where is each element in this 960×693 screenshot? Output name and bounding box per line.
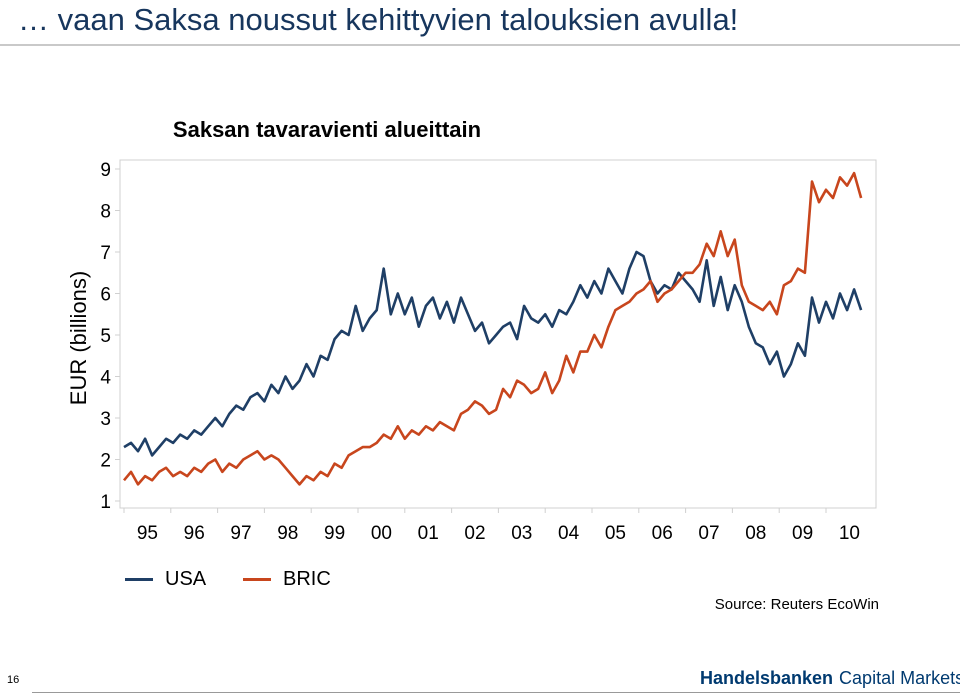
y-tick-label: 9: [100, 160, 111, 181]
y-tick-group: 1 2 3 4 5 6 7 8 9: [100, 160, 120, 513]
x-tick-label: 03: [511, 523, 532, 544]
x-tick-label: 10: [839, 523, 860, 544]
y-tick-label: 1: [100, 492, 111, 513]
y-tick-label: 4: [100, 368, 111, 389]
y-tick-label: 6: [100, 285, 111, 306]
x-tick-label: 06: [652, 523, 673, 544]
x-tick-label: 07: [698, 523, 719, 544]
x-tick-label: 97: [230, 523, 251, 544]
source-note: Source: Reuters EcoWin: [714, 596, 879, 613]
x-tick-label: 00: [371, 523, 392, 544]
x-tick-label: 98: [277, 523, 298, 544]
x-tick-label: 99: [324, 523, 345, 544]
y-tick-label: 3: [100, 409, 111, 430]
x-tick-label: 04: [558, 523, 580, 544]
chart-title: Saksan tavaravienti alueittain: [173, 117, 481, 142]
legend-swatch-usa: [125, 578, 153, 581]
legend-swatch-bric: [243, 578, 271, 581]
series-group: [123, 171, 863, 486]
chart: Saksan tavaravienti alueittain EUR (bill…: [66, 117, 877, 544]
series-line-usa: [123, 250, 863, 457]
logo-brand: Handelsbanken: [700, 668, 834, 688]
x-tick-label: 05: [605, 523, 626, 544]
y-tick-label: 2: [100, 451, 111, 472]
legend-label-usa: USA: [165, 568, 207, 590]
x-tick-label: 09: [792, 523, 813, 544]
legend-label-bric: BRIC: [283, 568, 331, 590]
logo: Handelsbanken Capital Markets: [700, 668, 960, 689]
y-tick-label: 8: [100, 202, 111, 223]
x-tick-label: 96: [184, 523, 205, 544]
slide-title: … vaan Saksa noussut kehittyvien talouks…: [18, 2, 739, 37]
logo-subtitle: Capital Markets: [839, 668, 960, 688]
legend-item-bric: BRIC: [243, 568, 331, 591]
series-line-bric: [123, 171, 863, 486]
legend-item-usa: USA: [125, 568, 206, 591]
x-tick-label: 02: [464, 523, 485, 544]
x-tick-label: 01: [418, 523, 439, 544]
y-axis-label: EUR (billions): [66, 271, 91, 405]
page-number: 16: [7, 674, 20, 686]
y-tick-label: 5: [100, 326, 111, 347]
x-tick-label: 95: [137, 523, 158, 544]
title-divider: [0, 44, 960, 46]
x-tick-label: 08: [745, 523, 766, 544]
y-tick-label: 7: [100, 243, 111, 264]
x-tick-group: 95 96 97 98 99 00 01 02 03 04 05 06 07 08 09 10: [123, 508, 860, 544]
